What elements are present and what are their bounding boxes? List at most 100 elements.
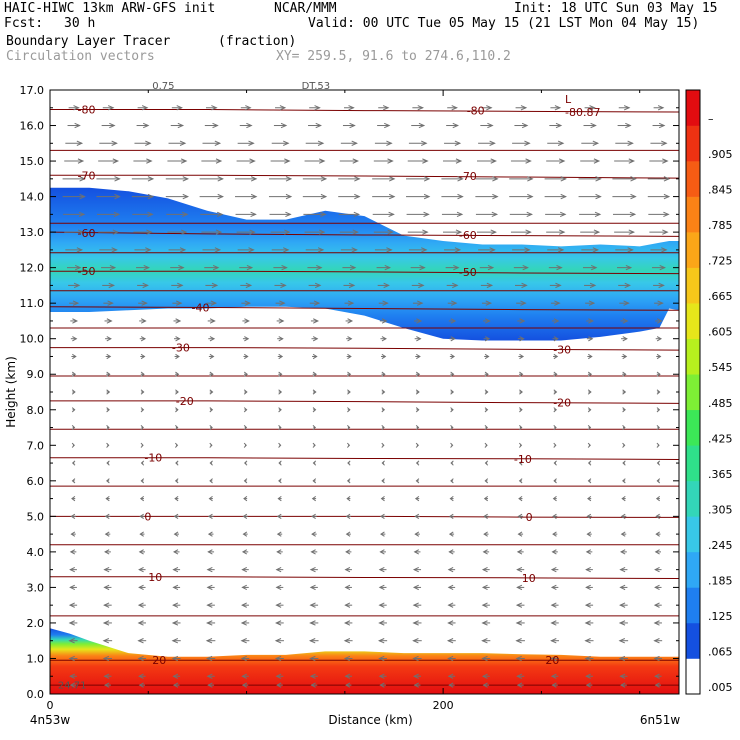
circulation-vector <box>170 264 185 271</box>
circulation-vector <box>102 638 113 644</box>
circulation-vector <box>546 158 566 164</box>
circulation-vector <box>172 602 181 608</box>
circulation-vector <box>411 282 425 289</box>
circulation-vector <box>347 407 351 413</box>
circulation-vector <box>587 478 592 484</box>
colorbar-label: .545 <box>708 361 733 374</box>
circulation-vector <box>406 193 431 200</box>
circulation-vector <box>656 478 661 484</box>
circulation-vector <box>412 105 425 111</box>
temperature-contour <box>50 306 679 311</box>
circulation-vector <box>343 638 353 644</box>
circulation-vector <box>620 682 627 688</box>
circulation-vector <box>446 282 459 289</box>
boundary-layer-fill <box>50 628 679 694</box>
circulation-vector <box>97 211 121 218</box>
circulation-vector <box>516 566 525 573</box>
colorbar-swatch <box>686 409 700 446</box>
y-tick-label: 3.0 <box>27 581 45 594</box>
circulation-vector <box>475 176 499 182</box>
circulation-vector <box>62 193 86 200</box>
circulation-vector <box>138 567 146 573</box>
circulation-vector <box>377 638 388 644</box>
circulation-vector <box>515 620 525 626</box>
circulation-vector <box>64 158 85 164</box>
circulation-vector <box>132 211 154 218</box>
circulation-vector <box>442 158 463 164</box>
circulation-vector <box>243 478 248 484</box>
min-value-label: -80.87 <box>565 106 600 119</box>
circulation-vector <box>347 389 351 395</box>
circulation-vector <box>310 318 320 324</box>
circulation-vector <box>277 495 282 502</box>
circulation-vector <box>513 264 529 271</box>
circulation-vector <box>309 655 319 662</box>
circulation-vector <box>103 602 112 608</box>
colorbar-swatch <box>686 303 700 340</box>
circulation-vector <box>584 282 597 289</box>
x-end-label-left: 4n53w <box>30 713 71 727</box>
circulation-vector <box>69 673 77 679</box>
circulation-vector <box>133 158 153 164</box>
circulation-vector <box>309 566 318 573</box>
colorbar-label: – <box>708 113 714 126</box>
circulation-vector <box>548 264 563 271</box>
circulation-vector <box>618 282 631 289</box>
circulation-vector <box>475 211 499 218</box>
circulation-vector <box>415 389 420 395</box>
temperature-contour <box>50 270 679 275</box>
circulation-vector <box>302 193 328 200</box>
circulation-vector <box>654 682 662 688</box>
circulation-vector <box>137 638 147 644</box>
circulation-vector <box>205 638 216 644</box>
circulation-vector <box>278 371 283 377</box>
circulation-vector <box>618 655 629 662</box>
circulation-vector <box>274 638 284 644</box>
circulation-vector <box>312 460 317 466</box>
field2-name: Circulation vectors <box>6 49 155 64</box>
circulation-vector <box>344 673 352 679</box>
circulation-vector <box>342 264 357 271</box>
circulation-vector <box>173 513 179 519</box>
circulation-vector <box>68 620 78 626</box>
circulation-vector <box>483 531 489 537</box>
circulation-vector <box>307 264 323 271</box>
circulation-vector <box>235 211 257 218</box>
contour-label: -20 <box>176 395 194 408</box>
circulation-vector <box>278 389 283 395</box>
circulation-vector <box>309 620 319 626</box>
circulation-vector <box>441 176 464 182</box>
circulation-vector <box>71 495 76 502</box>
temperature-contour <box>50 174 679 179</box>
circulation-vector <box>517 336 525 342</box>
contour-label: -10 <box>514 453 532 466</box>
circulation-vector <box>69 584 77 591</box>
circulation-vector <box>311 495 317 502</box>
circulation-vector <box>67 122 81 129</box>
circulation-vector <box>448 531 455 537</box>
circulation-vector <box>650 140 668 146</box>
circulation-vector <box>209 371 214 377</box>
colorbar-label: .725 <box>708 255 733 268</box>
circulation-vector <box>69 566 77 573</box>
circulation-vector <box>376 264 392 271</box>
circulation-vector <box>240 638 250 644</box>
circulation-vector <box>346 495 351 502</box>
circulation-vector <box>484 353 490 360</box>
circulation-vector <box>204 264 220 271</box>
circulation-vector <box>620 549 627 555</box>
circulation-vector <box>647 193 671 200</box>
circulation-vector <box>407 158 429 164</box>
circulation-vector <box>379 318 388 324</box>
circulation-vector <box>137 105 149 111</box>
circulation-vector <box>415 353 421 360</box>
circulation-vector <box>106 389 111 395</box>
circulation-vector <box>654 567 662 573</box>
circulation-vector <box>167 158 188 164</box>
circulation-vector <box>550 105 562 111</box>
circulation-vector <box>481 105 493 111</box>
circulation-vector <box>66 264 82 271</box>
circulation-vector <box>649 158 669 164</box>
circulation-vector <box>140 478 145 484</box>
circulation-vector <box>64 229 85 235</box>
